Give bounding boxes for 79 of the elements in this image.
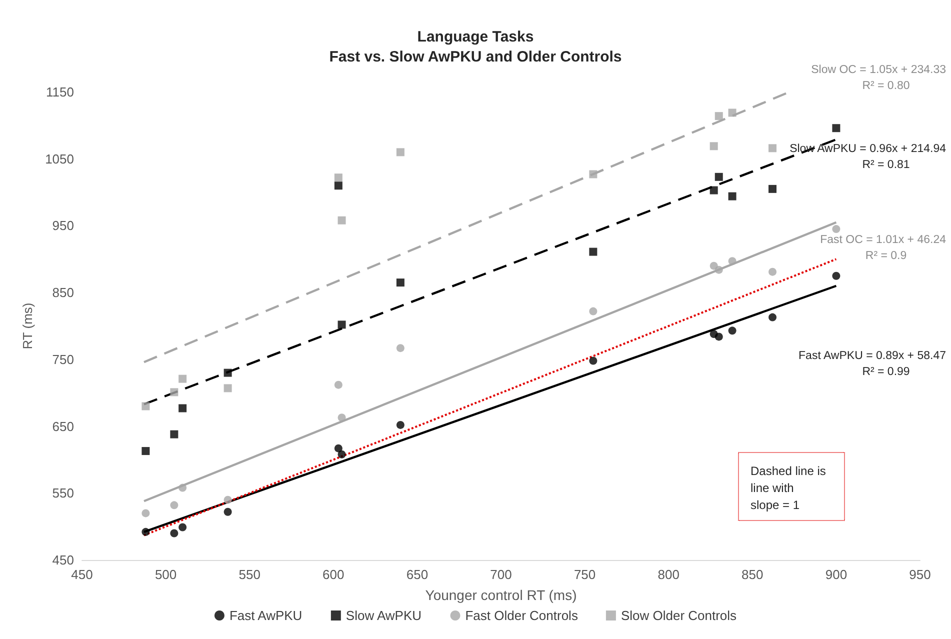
point (334, 444, 342, 452)
y-tick-label: 950 (52, 218, 74, 234)
y-tick-label: 750 (52, 352, 74, 367)
point (338, 216, 346, 224)
point (224, 496, 232, 504)
point (589, 170, 598, 178)
point (714, 332, 723, 341)
point (768, 184, 777, 193)
point (710, 186, 718, 194)
point (142, 509, 150, 518)
x-axis-title: Younger control RT (ms) (425, 587, 577, 603)
point (170, 388, 178, 396)
point (178, 484, 187, 492)
point (589, 248, 598, 256)
point (224, 508, 232, 516)
x-tick-label: 800 (658, 567, 680, 582)
point (338, 414, 346, 422)
x-tick-label: 850 (742, 567, 764, 582)
annotation: Fast OC = 1.01x + 46.24 R² = 0.9 (820, 234, 947, 262)
y-tick-label: 550 (52, 486, 74, 501)
y-tick-label: 450 (52, 552, 74, 568)
point (396, 344, 404, 352)
point (710, 142, 718, 150)
point (832, 272, 840, 280)
point (396, 148, 404, 156)
y-tick-label: 1050 (45, 151, 74, 166)
point (714, 112, 723, 120)
x-tick-label: 900 (825, 567, 848, 582)
x-tick-label: 500 (154, 567, 177, 582)
point (170, 501, 178, 510)
x-tick-label: 700 (490, 567, 512, 582)
legend-label: Slow Older Controls (620, 608, 738, 623)
point (338, 320, 346, 329)
point (728, 192, 736, 200)
point (142, 528, 150, 536)
annotation: Slow OC = 1.05x + 234.33 R² = 0.80 (811, 64, 946, 92)
point (178, 523, 187, 532)
y-tick-label: 850 (52, 285, 74, 300)
point (178, 374, 187, 383)
y-tick-label: 1150 (46, 84, 74, 100)
point (170, 430, 178, 438)
x-tick-label: 450 (71, 567, 93, 582)
y-axis-title: RT (ms) (20, 302, 35, 350)
point (142, 447, 150, 456)
point (768, 144, 777, 152)
x-tick-label: 950 (909, 567, 931, 582)
point (714, 266, 723, 274)
point (728, 326, 736, 335)
x-tick-label: 650 (406, 567, 428, 582)
point (224, 368, 232, 377)
point (768, 313, 777, 322)
point (589, 356, 598, 365)
point (178, 404, 187, 412)
point (768, 268, 777, 276)
point (142, 402, 150, 410)
point (396, 420, 404, 429)
point (589, 307, 598, 316)
legend-label: Fast Older Controls (465, 608, 578, 623)
point (832, 225, 840, 234)
point (334, 182, 342, 190)
point (334, 174, 342, 182)
chart-title: Language Tasks Fast vs. Slow AwPKU and Older Controls (329, 28, 622, 66)
point (714, 172, 723, 181)
legend-label: Fast AwPKU (229, 608, 302, 623)
point (396, 278, 404, 287)
point (728, 108, 736, 117)
x-tick-label: 550 (238, 567, 260, 582)
x-tick-label: 750 (574, 567, 596, 582)
annotation: Fast AwPKU = 0.89x + 58.47 R² = 0.99 (798, 350, 946, 378)
x-tick-label: 600 (322, 567, 344, 582)
annotation: Dashed line is line with slope = 1 (750, 464, 826, 512)
point (832, 124, 840, 132)
y-tick-label: 650 (52, 418, 74, 434)
point (334, 380, 342, 389)
point (338, 450, 346, 458)
point (224, 384, 232, 392)
legend-label: Slow AwPKU (346, 608, 422, 623)
point (170, 529, 178, 538)
point (728, 257, 736, 266)
